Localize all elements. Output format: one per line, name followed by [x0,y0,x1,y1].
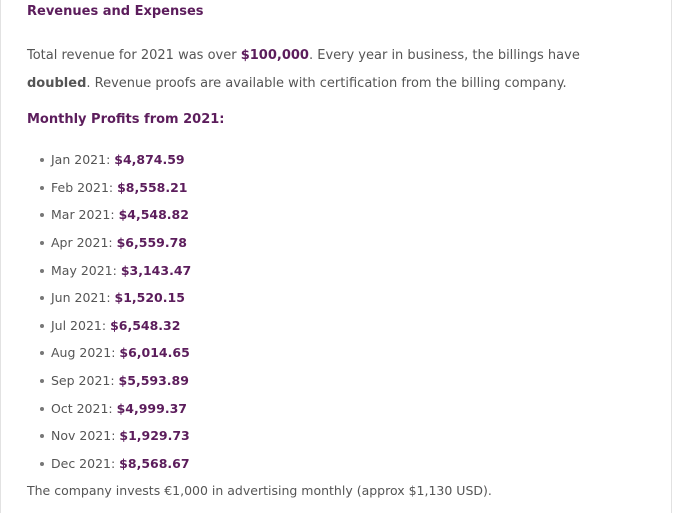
advertising-note: The company invests €1,000 in advertisin… [27,483,492,498]
list-item: Dec 2021: $8,568.67 [27,450,191,478]
list-item: Aug 2021: $6,014.65 [27,339,191,367]
list-item: Feb 2021: $8,558.21 [27,174,191,202]
profit-value: $1,520.15 [114,290,185,306]
list-item: Jul 2021: $6,548.32 [27,312,191,340]
profit-value: $5,593.89 [118,373,189,389]
month-label: Jun 2021 [51,290,107,306]
profit-value: $3,143.47 [120,262,192,278]
list-item: Sep 2021: $5,593.89 [27,367,191,395]
month-label: Jan 2021 [51,152,107,167]
list-item: May 2021: $3,143.47 [27,257,191,285]
month-label: Nov 2021 [51,428,112,444]
list-item: Jun 2021: $1,520.15 [27,284,191,312]
revenue-paragraph: Total revenue for 2021 was over $100,000… [27,42,647,97]
month-label: Aug 2021 [51,345,112,361]
section-title: Revenues and Expenses [27,4,204,19]
profit-value: $6,559.78 [116,234,187,250]
month-label: Mar 2021 [51,207,111,223]
profit-value: $6,548.32 [110,317,181,333]
monthly-profits-heading: Monthly Profits from 2021: [27,112,225,127]
profit-value: $8,558.21 [117,179,188,195]
list-item: Apr 2021: $6,559.78 [27,229,191,257]
emphasis-doubled: doubled [27,75,87,91]
profit-value: $4,874.59 [114,152,185,167]
month-label: Feb 2021 [51,179,109,195]
profit-value: $8,568.67 [119,456,190,472]
month-label: Sep 2021 [51,373,111,389]
list-item: Nov 2021: $1,929.73 [27,422,191,450]
profit-value: $6,014.65 [119,345,190,361]
list-item: Oct 2021: $4,999.37 [27,395,191,423]
paragraph-text-2: . Every year in business, the billings h… [308,48,580,63]
profit-value: $4,999.37 [116,400,187,416]
month-label: Apr 2021 [51,234,109,250]
month-label: Oct 2021 [51,400,109,416]
paragraph-text-3: . Revenue proofs are available with cert… [86,75,567,91]
revenue-amount: $100,000 [240,48,309,63]
month-label: Dec 2021 [51,456,111,472]
list-item: Jan 2021: $4,874.59 [27,146,191,174]
monthly-profits-list: Jan 2021: $4,874.59 Feb 2021: $8,558.21 … [27,146,191,478]
list-item: Mar 2021: $4,548.82 [27,201,191,229]
profit-value: $1,929.73 [119,428,190,444]
month-label: May 2021 [51,262,113,278]
paragraph-text-1: Total revenue for 2021 was over [27,48,241,63]
month-label: Jul 2021 [51,317,102,333]
profit-value: $4,548.82 [118,207,189,223]
